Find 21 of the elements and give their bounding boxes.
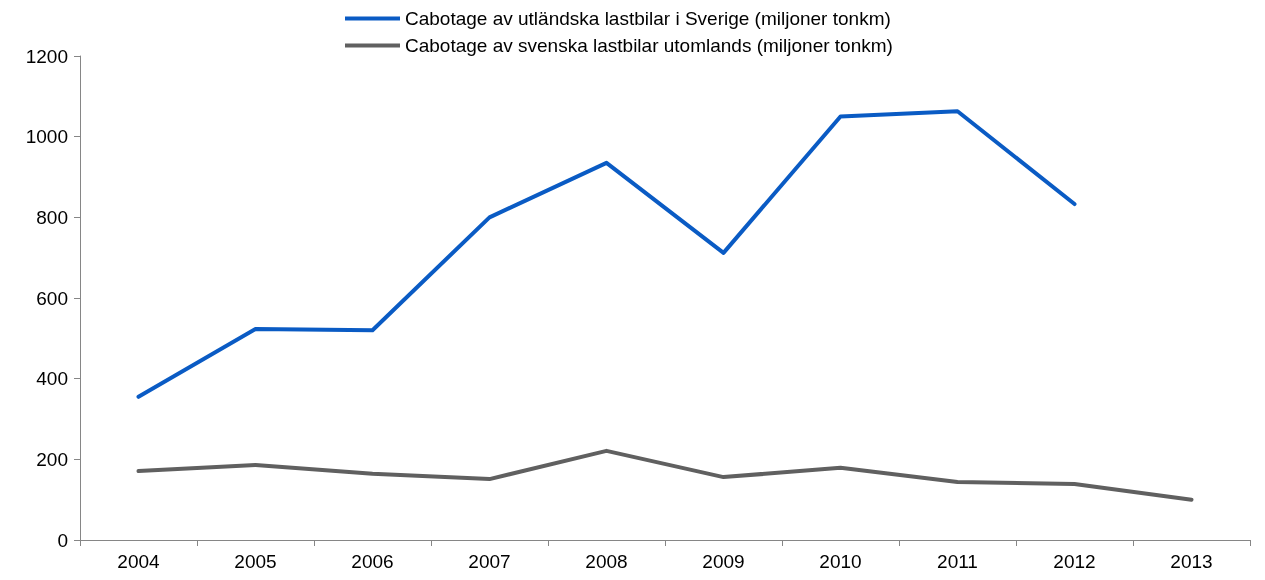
line-series xyxy=(136,109,1077,399)
x-tick-label: 2004 xyxy=(117,551,161,572)
legend-label: Cabotage av svenska lastbilar utomlands (miljoner tonkm) xyxy=(405,35,893,56)
y-tick-label: 1000 xyxy=(25,126,68,148)
x-tick-label: 2008 xyxy=(585,551,628,572)
x-tick-label: 2013 xyxy=(1170,551,1213,572)
line-series xyxy=(136,448,1194,502)
y-tick-label: 0 xyxy=(57,529,68,551)
y-tick-label: 800 xyxy=(36,206,68,228)
x-tick-label: 2007 xyxy=(468,551,511,572)
y-tick-label: 200 xyxy=(36,448,68,470)
x-tick-label: 2010 xyxy=(819,551,862,572)
x-tick-label: 2009 xyxy=(702,551,745,572)
x-tick-label: 2012 xyxy=(1053,551,1096,572)
y-tick-label: 600 xyxy=(36,287,68,309)
x-tick-label: 2006 xyxy=(351,551,394,572)
x-tick-label: 2011 xyxy=(937,551,978,572)
x-tick-label: 2005 xyxy=(234,551,277,572)
y-tick-label: 400 xyxy=(36,368,68,390)
legend-label: Cabotage av utländska lastbilar i Sverige (miljoner tonkm) xyxy=(405,8,891,29)
y-tick-label: 1200 xyxy=(25,45,68,67)
